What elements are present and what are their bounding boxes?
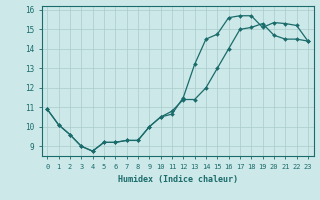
X-axis label: Humidex (Indice chaleur): Humidex (Indice chaleur): [118, 175, 237, 184]
